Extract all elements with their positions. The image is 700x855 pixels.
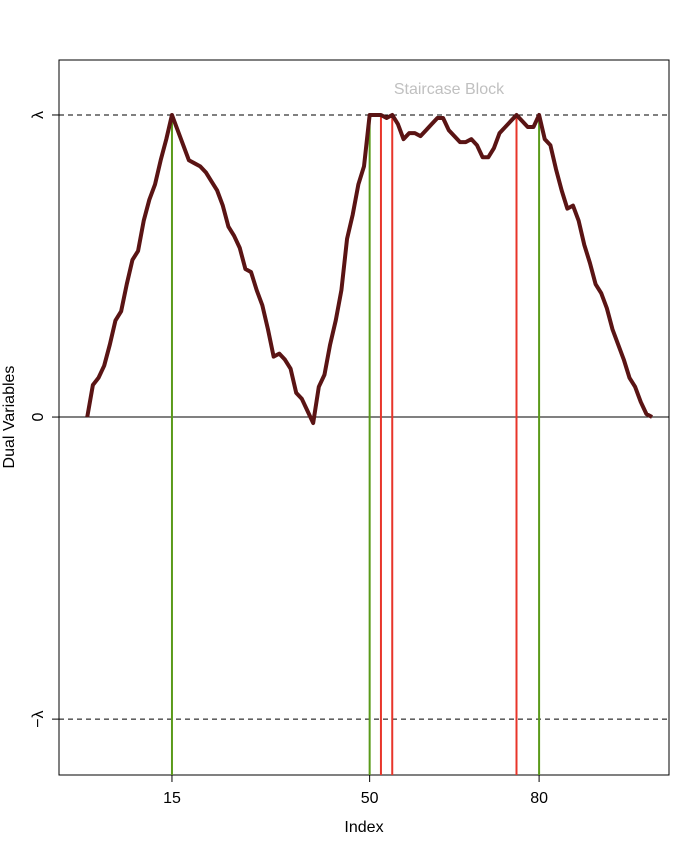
y-axis-label: Dual Variables xyxy=(1,366,18,469)
y-tick-label: 0 xyxy=(30,413,47,422)
x-tick-label: 80 xyxy=(530,790,548,807)
y-tick-label: −λ xyxy=(30,710,47,727)
data-line xyxy=(85,112,653,426)
x-tick-label: 15 xyxy=(163,790,181,807)
x-tick-label: 50 xyxy=(361,790,379,807)
annotation: Staircase Block xyxy=(394,81,505,98)
x-axis-label: Index xyxy=(344,819,383,836)
y-tick-label: λ xyxy=(30,111,47,119)
